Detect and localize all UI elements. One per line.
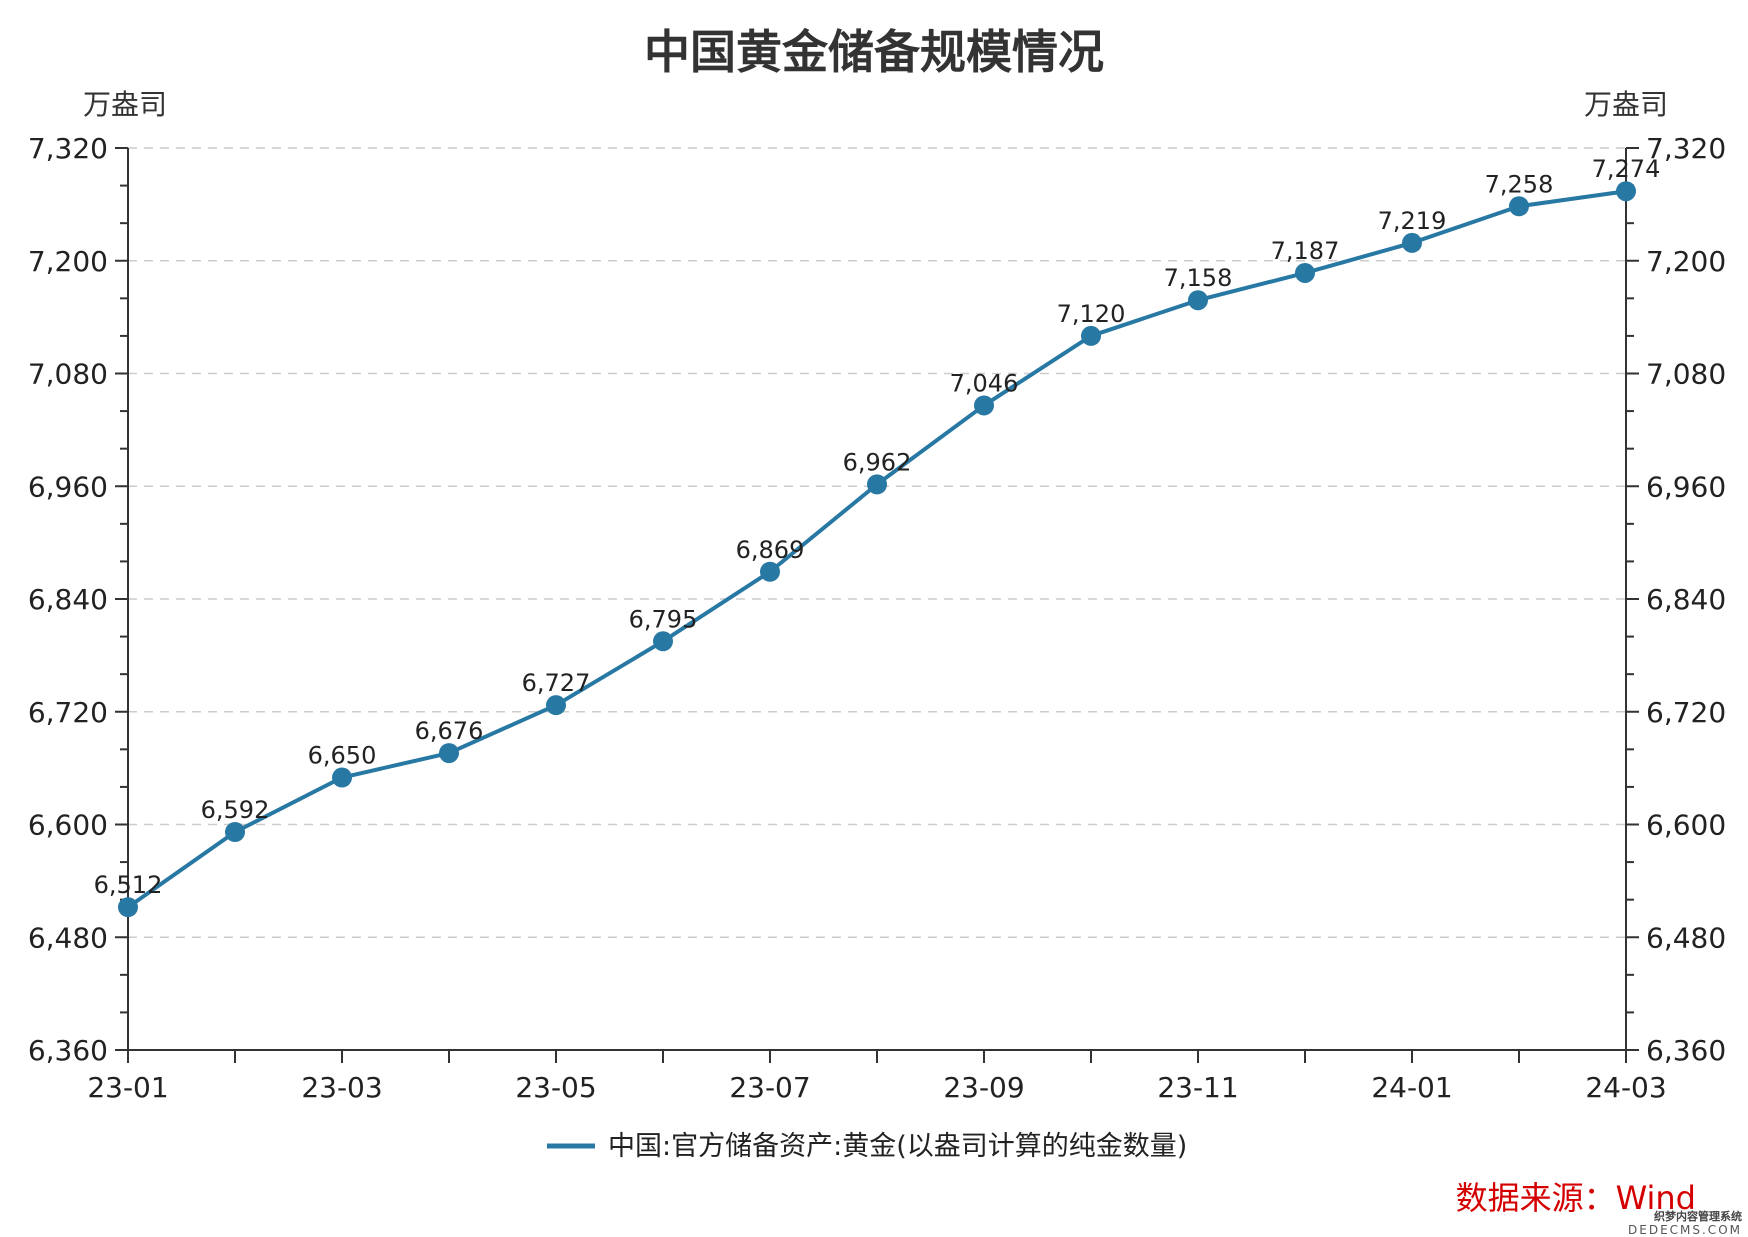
right-y-tick-label: 6,480 [1646, 921, 1726, 954]
left-y-tick-label: 7,320 [28, 132, 108, 165]
left-y-tick-label: 7,080 [28, 358, 108, 391]
left-y-tick-label: 6,360 [28, 1034, 108, 1067]
data-point [760, 561, 780, 582]
right-y-tick-label: 7,320 [1646, 132, 1726, 165]
right-axis-unit: 万盎司 [1584, 88, 1668, 121]
right-y-tick-label: 6,600 [1646, 809, 1726, 842]
data-label: 7,274 [1592, 155, 1661, 183]
gridlines [128, 147, 1626, 938]
data-point [653, 631, 673, 652]
left-y-tick-label: 6,600 [28, 809, 108, 842]
right-y-tick-label: 6,840 [1646, 583, 1726, 616]
x-tick-label: 23-01 [87, 1071, 168, 1104]
data-point [439, 743, 459, 764]
data-point [1188, 290, 1208, 311]
legend[interactable]: 中国:官方储备资产:黄金(以盎司计算的纯金数量) [547, 1131, 1187, 1162]
x-tick-label: 23-05 [515, 1071, 596, 1104]
left-y-tick-label: 6,480 [28, 921, 108, 954]
x-tick-label: 24-01 [1371, 1071, 1452, 1104]
x-axis-ticks: 23-01 23-03 23-05 23-07 23-09 23-11 24-01 24-03 [87, 1050, 1667, 1104]
data-label: 7,158 [1164, 264, 1233, 292]
data-label: 6,795 [629, 605, 698, 633]
data-label: 7,258 [1485, 170, 1554, 198]
data-point [1081, 325, 1101, 346]
series-line [126, 189, 1627, 909]
data-label: 6,512 [94, 871, 163, 899]
data-point [332, 767, 352, 788]
x-tick-label: 23-03 [301, 1071, 382, 1104]
left-y-axis-ticks: 6,360 6,480 6,600 6,720 6,840 6,960 7,080 7,200… [28, 132, 128, 1067]
right-y-tick-label: 6,720 [1646, 696, 1726, 729]
data-point [225, 822, 245, 843]
data-point [1402, 232, 1422, 253]
right-y-tick-label: 6,360 [1646, 1034, 1726, 1067]
data-label: 7,046 [950, 369, 1019, 397]
left-y-tick-label: 6,720 [28, 696, 108, 729]
data-label: 6,727 [522, 669, 591, 697]
data-label: 6,869 [736, 536, 805, 564]
x-tick-label: 24-03 [1585, 1071, 1666, 1104]
left-y-tick-label: 6,840 [28, 583, 108, 616]
left-y-tick-label: 7,200 [28, 245, 108, 278]
data-label: 7,219 [1378, 207, 1447, 235]
right-y-axis-ticks: 6,360 6,480 6,600 6,720 6,840 6,960 7,080 7,200… [1626, 132, 1726, 1067]
data-label: 6,650 [308, 742, 377, 770]
left-y-tick-label: 6,960 [28, 470, 108, 503]
data-source-note: 数据来源：Wind [1456, 1179, 1696, 1217]
data-point [867, 474, 887, 495]
chart-title: 中国黄金储备规模情况 [644, 25, 1104, 79]
right-y-tick-label: 7,080 [1646, 358, 1726, 391]
x-tick-label: 23-11 [1157, 1071, 1238, 1104]
data-point [1295, 262, 1315, 283]
data-label: 7,120 [1057, 300, 1126, 328]
watermark-line1: 织梦内容管理系统 [1654, 1209, 1742, 1223]
x-tick-label: 23-07 [729, 1071, 810, 1104]
legend-label: 中国:官方储备资产:黄金(以盎司计算的纯金数量) [608, 1131, 1187, 1162]
right-y-tick-label: 6,960 [1646, 470, 1726, 503]
left-axis-unit: 万盎司 [83, 88, 167, 121]
data-point [974, 395, 994, 416]
data-point [546, 695, 566, 716]
x-tick-label: 23-09 [943, 1071, 1024, 1104]
data-point [1509, 196, 1529, 217]
watermark-line2: DEDECMS.COM [1628, 1223, 1742, 1237]
data-label: 6,962 [843, 448, 912, 476]
data-point [118, 897, 138, 918]
data-label: 6,592 [201, 796, 270, 824]
data-label: 6,676 [415, 717, 484, 745]
right-y-tick-label: 7,200 [1646, 245, 1726, 278]
data-point [1616, 181, 1636, 202]
data-label: 7,187 [1271, 237, 1340, 265]
series-line-group: 6,512 6,592 6,650 6,676 6,727 6,795 6,869 6,962… [94, 155, 1661, 918]
